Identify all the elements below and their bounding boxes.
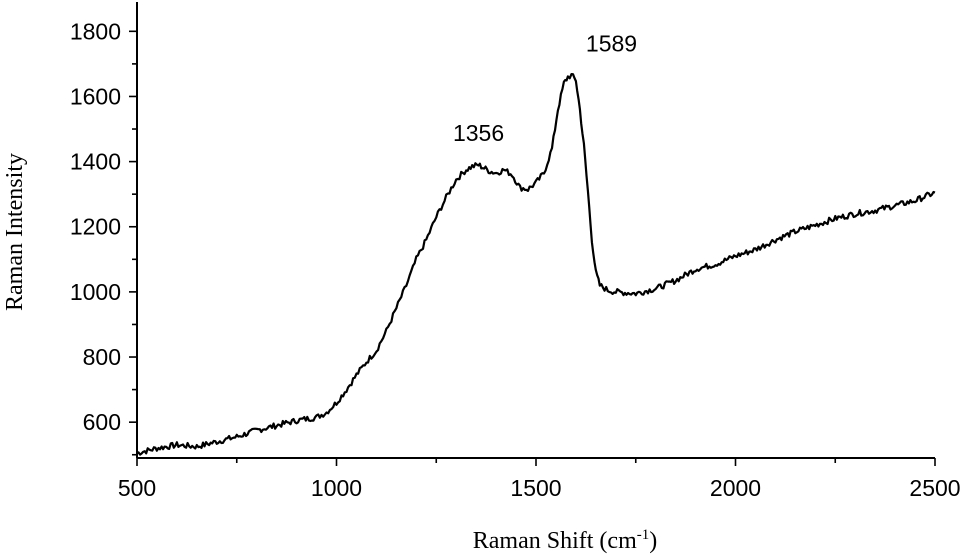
spectrum-line bbox=[136, 73, 936, 456]
y-tick-label: 1800 bbox=[70, 18, 121, 44]
y-tick-label: 1600 bbox=[70, 83, 121, 109]
y-tick-label: 600 bbox=[83, 409, 121, 435]
peak-label: 1589 bbox=[586, 30, 637, 56]
y-tick-label: 1200 bbox=[70, 214, 121, 240]
x-axis-title: Raman Shift (cm-1) bbox=[473, 527, 657, 554]
ticks bbox=[129, 30, 936, 466]
x-tick-label: 2500 bbox=[909, 475, 960, 501]
axes bbox=[136, 2, 935, 459]
tick-labels: 500 1000 1500 2000 2500 600 800 1000 1200 1400 160… bbox=[70, 18, 961, 501]
peak-label: 1356 bbox=[453, 120, 504, 146]
y-tick-label: 1400 bbox=[70, 149, 121, 175]
y-tick-label: 1000 bbox=[70, 279, 121, 305]
y-tick-label: 800 bbox=[83, 344, 121, 370]
peak-annotations: 1356 1589 bbox=[453, 30, 637, 146]
x-tick-label: 1500 bbox=[510, 475, 561, 501]
y-axis-title: Raman Intensity bbox=[2, 153, 28, 311]
x-tick-label: 1000 bbox=[311, 475, 362, 501]
x-tick-label: 2000 bbox=[710, 475, 761, 501]
x-tick-label: 500 bbox=[118, 475, 156, 501]
